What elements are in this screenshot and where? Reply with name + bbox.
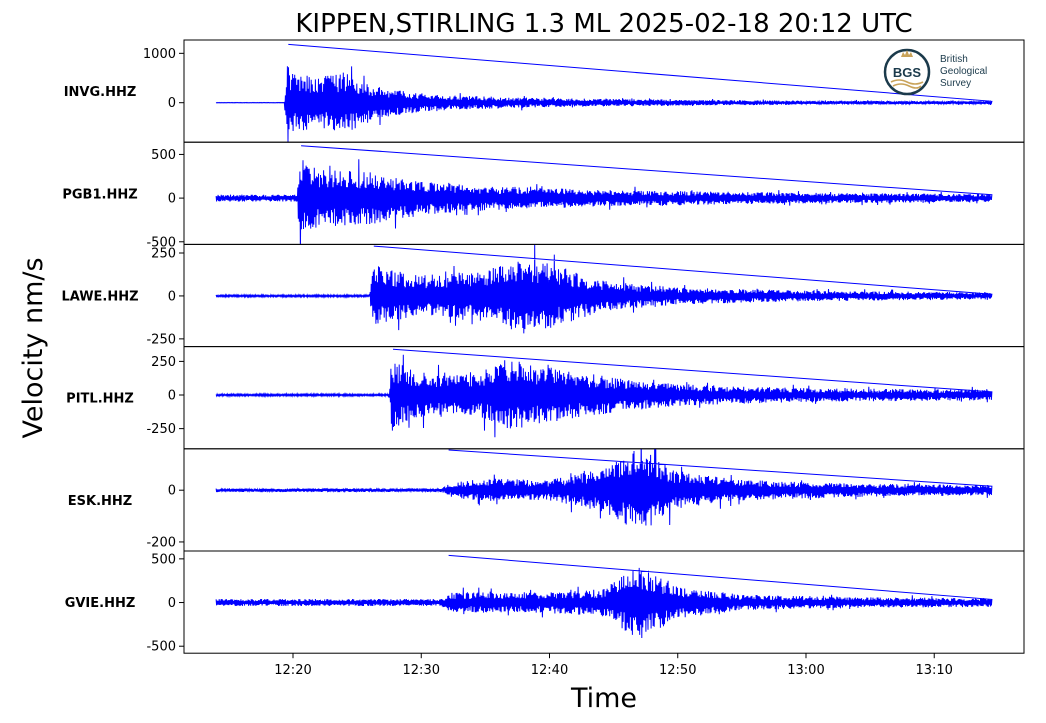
y-tick-label: 500 [151,148,176,163]
station-label: INVG.HHZ [64,85,137,100]
y-tick-label: 0 [168,596,176,611]
x-tick-label: 12:40 [531,663,568,678]
y-tick-label: 500 [151,552,176,567]
station-label: PGB1.HHZ [62,187,137,202]
waveform-line [215,43,993,143]
station-label: ESK.HHZ [68,494,132,509]
y-tick-label: 1000 [143,47,176,62]
x-tick-label: 13:10 [915,663,952,678]
x-tick-label: 13:00 [787,663,824,678]
station-label: LAWE.HHZ [61,290,138,305]
crown-icon [901,50,913,57]
station-panels: INVG.HHZ 1000 0 PGB1.HHZ 500 0 -500 LAWE.HHZ 250… [61,39,1025,655]
waveform-line [215,554,993,639]
y-tick-label: 0 [168,484,176,499]
x-tick-label: 12:20 [274,663,311,678]
bgs-logo: BGS British Geological Survey [883,48,987,96]
panel-invg-hhz: INVG.HHZ 1000 0 [64,39,1025,143]
x-axis-label: Time [570,683,637,714]
y-tick-label: 250 [151,355,176,370]
bgs-logo-waves [890,79,924,89]
bgs-logo-badge: BGS [893,65,922,80]
y-tick-label: 0 [168,192,176,207]
x-tick-label: 12:50 [659,663,696,678]
y-tick-label: -500 [146,640,176,655]
y-tick-label: -500 [146,235,176,250]
x-axis: 12:20 12:30 12:40 12:50 13:00 13:10 [274,653,953,678]
chart-title: KIPPEN,STIRLING 1.3 ML 2025-02-18 20:12 … [295,9,912,39]
waveform-line [215,244,993,334]
bgs-logo-line-2: Geological [940,66,987,77]
y-tick-label: 0 [168,96,176,111]
y-tick-label: -250 [146,332,176,347]
waveform-line [215,448,993,526]
bgs-logo-line-3: Survey [940,78,971,89]
y-tick-label: 0 [168,289,176,304]
y-tick-label: -200 [146,535,176,550]
y-tick-label: 250 [151,246,176,261]
panel-esk-hhz: ESK.HHZ 0 -200 [68,448,1025,552]
panel-gvie-hhz: GVIE.HHZ 500 0 -500 [65,550,1025,655]
x-tick-label: 12:30 [403,663,440,678]
panel-pitl-hhz: PITL.HHZ 250 0 -250 [66,346,1025,450]
bgs-logo-line-1: British [940,54,968,65]
station-label: PITL.HHZ [66,392,134,407]
y-axis-label: Velocity nm/s [18,257,49,438]
panel-lawe-hhz: LAWE.HHZ 250 0 -250 [61,243,1025,347]
panel-pgb1-hhz: PGB1.HHZ 500 0 -500 [62,141,1025,250]
waveform-line [215,145,993,245]
y-tick-label: -250 [146,422,176,437]
y-tick-label: 0 [168,389,176,404]
waveform-line [215,348,993,438]
station-label: GVIE.HHZ [65,596,136,611]
